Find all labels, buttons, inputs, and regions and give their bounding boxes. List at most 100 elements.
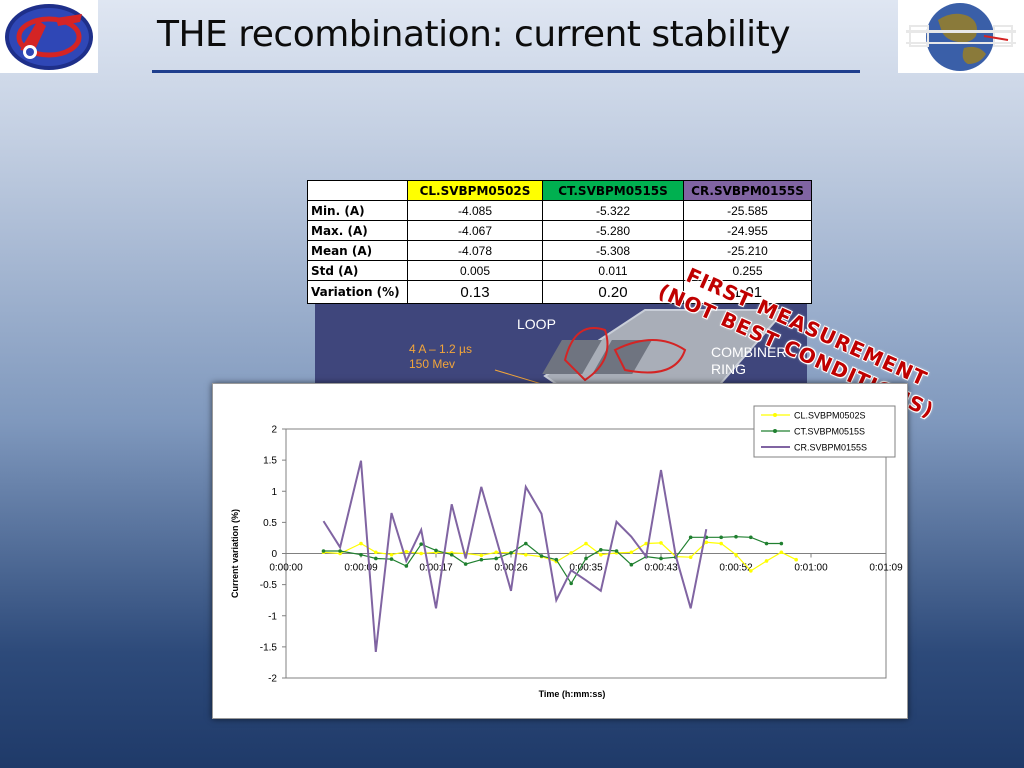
series-layer — [321, 460, 798, 653]
legend-entry: CT.SVBPM0515S — [794, 427, 865, 437]
data-point — [629, 562, 634, 567]
legend-entry: CR.SVBPM0155S — [794, 443, 867, 453]
table-cell: -4.067 — [407, 220, 543, 241]
data-point — [794, 557, 798, 562]
y-tick-label: -2 — [268, 674, 277, 685]
x-tick-label: 0:00:43 — [644, 563, 678, 574]
x-tick-label: 0:00:35 — [569, 563, 603, 574]
data-point — [404, 564, 409, 568]
table-row: Std (A) 0.005 0.011 0.255 — [307, 260, 812, 281]
data-point — [494, 556, 498, 561]
table-cell: 0.005 — [407, 260, 543, 281]
data-point — [644, 541, 648, 546]
beam-label-line1: 4 A – 1.2 µs — [409, 342, 472, 356]
table-cell: -5.280 — [542, 220, 684, 241]
x-tick-label: 0:00:26 — [494, 563, 528, 574]
legend-entry: CL.SVBPM0502S — [794, 411, 866, 421]
combiner-label-line1: COMBINER — [711, 344, 787, 360]
data-point — [584, 556, 588, 561]
row-label: Min. (A) — [307, 200, 408, 221]
data-point — [389, 552, 394, 557]
data-point — [524, 541, 528, 546]
table-row: Max. (A) -4.067 -5.280 -24.955 — [307, 220, 812, 241]
series-line-cr-svbpm0155s — [322, 460, 708, 653]
data-point — [479, 557, 484, 562]
data-point — [434, 548, 438, 553]
table-cell: -24.955 — [683, 220, 812, 241]
data-point — [554, 557, 559, 562]
table-row: Mean (A) -4.078 -5.308 -25.210 — [307, 240, 812, 261]
x-tick-label: 0:01:09 — [869, 563, 903, 574]
data-point — [779, 541, 784, 546]
row-label: Variation (%) — [307, 280, 408, 304]
y-tick-label: 1 — [271, 487, 277, 498]
data-point — [359, 552, 363, 557]
y-tick-label: 1.5 — [263, 456, 277, 467]
table-header-row: CL.SVBPM0502S CT.SVBPM0515S CR.SVBPM0155… — [307, 180, 812, 201]
data-point — [569, 551, 573, 555]
current-statistics-table: CL.SVBPM0502S CT.SVBPM0515S CR.SVBPM0155… — [307, 180, 812, 304]
ctf3-logo — [0, 0, 98, 73]
table-row: Min. (A) -4.085 -5.322 -25.585 — [307, 200, 812, 221]
data-point — [659, 556, 663, 561]
data-point — [734, 534, 738, 539]
row-label: Max. (A) — [307, 220, 408, 241]
data-point — [374, 556, 378, 561]
table-cell: -25.210 — [683, 240, 812, 261]
x-tick-label: 0:00:17 — [419, 563, 453, 574]
data-point — [629, 550, 634, 555]
row-label: Mean (A) — [307, 240, 408, 261]
data-point — [719, 535, 723, 540]
data-point — [584, 541, 588, 546]
clic-globe-logo — [898, 0, 1024, 73]
data-point — [688, 535, 693, 540]
x-axis-title: Time (h:mm:ss) — [539, 689, 606, 699]
data-point — [764, 559, 769, 563]
data-point — [374, 550, 378, 555]
data-point — [569, 581, 573, 586]
x-tick-label: 0:01:00 — [794, 563, 828, 574]
row-label: Std (A) — [307, 260, 408, 281]
table-cell: -25.585 — [683, 200, 812, 221]
x-axis-ticks: 0:00:00 0:00:09 0:00:17 0:00:26 0:00:35 0:00:… — [269, 553, 903, 574]
data-point — [509, 551, 513, 555]
data-point — [338, 551, 342, 556]
data-point — [404, 549, 409, 554]
table-row: Variation (%) 0.13 0.20 1.01 — [307, 280, 812, 304]
table-cell: -4.085 — [407, 200, 543, 221]
current-variation-chart: -2 -1.5 -1 -0.5 0 0.5 1 1.5 2 0:00:00 0:00:09 0:00… — [212, 383, 908, 719]
data-point — [734, 552, 738, 557]
table-header-cr: CR.SVBPM0155S — [683, 180, 812, 201]
data-point — [719, 541, 723, 546]
y-tick-label: -1 — [268, 611, 277, 622]
y-tick-label: 0.5 — [263, 518, 277, 529]
ring-drawing — [494, 309, 788, 390]
table-header-empty — [307, 180, 408, 201]
table-header-cl: CL.SVBPM0502S — [407, 180, 543, 201]
data-point — [389, 557, 394, 561]
legend-marker — [773, 429, 777, 433]
data-point — [338, 549, 342, 553]
table-cell: 1.01 — [683, 280, 812, 304]
table-cell: -5.322 — [542, 200, 684, 221]
chart-legend: CL.SVBPM0502S CT.SVBPM0515S CR.SVBPM0155S — [753, 405, 896, 458]
data-point — [479, 553, 484, 558]
accelerator-diagram: LOOP COMBINER RING 4 A – 1.2 µs 150 Mev — [315, 300, 807, 390]
data-point — [463, 562, 468, 566]
loop-label: LOOP — [517, 316, 556, 332]
data-point — [524, 552, 528, 557]
data-point — [704, 540, 709, 545]
combiner-ring-label: COMBINER RING — [711, 344, 786, 378]
y-tick-label: -0.5 — [260, 580, 278, 591]
title-underline — [152, 70, 860, 73]
data-point — [614, 549, 619, 553]
legend-marker — [773, 413, 777, 417]
beam-parameters-label: 4 A – 1.2 µs 150 Mev — [409, 342, 472, 372]
data-point — [659, 541, 663, 545]
table-cell: 0.13 — [407, 280, 543, 304]
data-point — [321, 549, 326, 553]
series-line-cl-svbpm0502s — [323, 541, 797, 572]
y-axis-ticks: -2 -1.5 -1 -0.5 0 0.5 1 1.5 2 — [260, 425, 286, 685]
table-header-ct: CT.SVBPM0515S — [542, 180, 684, 201]
y-tick-label: 0 — [271, 549, 277, 560]
